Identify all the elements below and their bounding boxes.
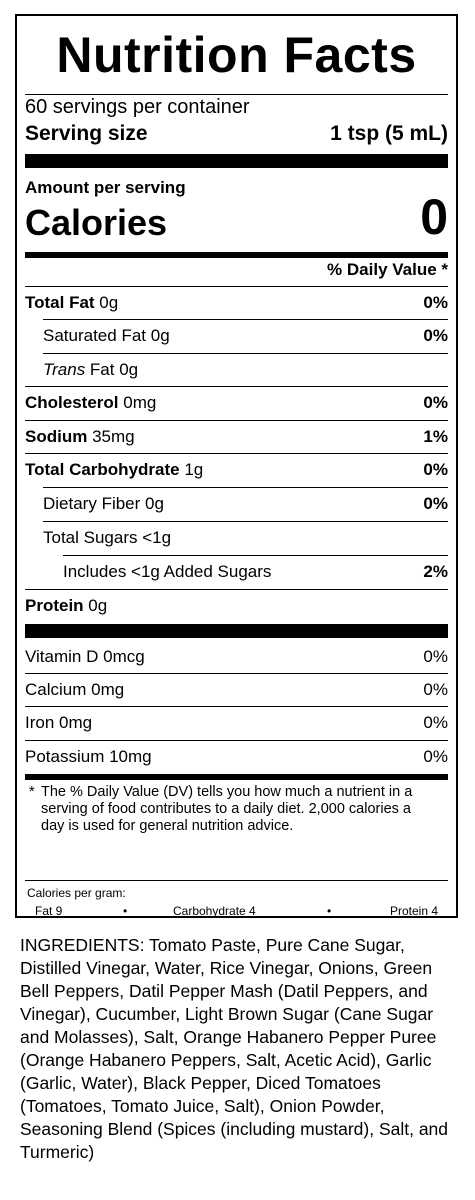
label-title: Nutrition Facts: [56, 27, 417, 83]
cpg-separator: •: [327, 904, 332, 918]
nutrient-name: Total Carbohydrate: [25, 460, 185, 479]
nutrient-name: Cholesterol: [25, 393, 124, 412]
nutrient-amount: 1g: [184, 460, 204, 479]
nutrient-dv: 0%: [423, 293, 448, 312]
nutrient-name: Dietary Fiber: [43, 494, 146, 513]
footnote-text: The % Daily Value (DV) tells you how muc…: [41, 784, 413, 834]
calories-label: Calories: [25, 202, 168, 243]
calories-value: 0: [420, 189, 448, 245]
nutrient-row-total-fat: Total Fat 0g 0%: [25, 286, 448, 319]
vitamin-amount: 0mg: [59, 713, 93, 732]
nutrient-amount: 0g: [145, 494, 164, 513]
vitamin-dv: 0%: [423, 680, 448, 699]
nutrient-amount: 0g: [88, 596, 108, 615]
nutrient-amount: 0mg: [123, 393, 157, 412]
calories-per-gram-label: Calories per gram:: [27, 886, 126, 900]
nutrient-amount: <1g: [142, 528, 172, 547]
nutrient-name: Total Sugars: [43, 528, 143, 547]
vitamin-row-calcium: Calcium 0mg 0%: [25, 673, 448, 706]
nutrient-amount: 0g: [150, 326, 170, 345]
thick-divider: [25, 624, 448, 638]
nutrient-dv: 0%: [423, 460, 448, 479]
vitamin-row-iron: Iron 0mg 0%: [25, 706, 448, 739]
nutrient-name: Total Fat: [25, 293, 100, 312]
divider: [25, 880, 448, 881]
nutrient-row-saturated-fat: Saturated Fat 0g 0%: [25, 319, 448, 352]
footnote-asterisk: *: [29, 784, 35, 800]
nutrient-amount: 0g: [99, 293, 119, 312]
vitamin-dv: 0%: [423, 647, 448, 666]
nutrient-row-added-sugars: Includes <1g Added Sugars 2%: [25, 555, 448, 588]
nutrient-dv: 1%: [423, 427, 448, 446]
thick-divider: [25, 154, 448, 168]
nutrient-name: Protein: [25, 596, 89, 615]
nutrient-row-total-carbohydrate: Total Carbohydrate 1g 0%: [25, 453, 448, 486]
vitamin-row-potassium: Potassium 10mg 0%: [25, 740, 448, 773]
serving-size-value: 1 tsp (5 mL): [330, 122, 448, 145]
nutrient-row-cholesterol: Cholesterol 0mg 0%: [25, 386, 448, 419]
vitamin-amount: 0mg: [91, 680, 125, 699]
nutrient-row-sodium: Sodium 35mg 1%: [25, 420, 448, 453]
nutrient-row-protein: Protein 0g: [25, 589, 448, 622]
servings-per-container: 60 servings per container: [25, 96, 250, 118]
cpg-separator: •: [123, 904, 128, 918]
vitamin-amount: 10mg: [109, 747, 152, 766]
amount-per-serving: Amount per serving: [25, 178, 186, 197]
serving-size: Serving size 1 tsp (5 mL): [25, 122, 448, 146]
nutrient-dv: 0%: [423, 393, 448, 412]
serving-size-label: Serving size: [25, 122, 148, 145]
vitamin-dv: 0%: [423, 713, 448, 732]
nutrient-dv: 0%: [423, 326, 448, 345]
vitamin-name: Potassium: [25, 747, 110, 766]
nutrition-label: Nutrition Facts 60 servings per containe…: [15, 14, 458, 918]
medium-divider: [25, 252, 448, 258]
nutrient-name: Saturated Fat: [43, 326, 151, 345]
nutrient-row-trans-fat: Trans Fat 0g: [25, 353, 448, 386]
ingredients-text: INGREDIENTS: Tomato Paste, Pure Cane Sug…: [20, 935, 449, 1162]
nutrient-name-italic: Trans: [43, 360, 90, 379]
nutrient-name: Sodium: [25, 427, 93, 446]
nutrient-row-dietary-fiber: Dietary Fiber 0g 0%: [25, 487, 448, 520]
medium-divider: [25, 774, 448, 780]
nutrient-row-total-sugars: Total Sugars <1g: [25, 521, 448, 554]
nutrient-amount: 35mg: [92, 427, 135, 446]
divider: [25, 94, 448, 95]
vitamin-name: Vitamin D: [25, 647, 104, 666]
nutrient-name: Includes <1g Added Sugars: [63, 562, 272, 581]
nutrient-name: Fat: [89, 360, 120, 379]
vitamin-amount: 0mcg: [103, 647, 145, 666]
cpg-fat: Fat 9: [35, 904, 63, 918]
vitamin-name: Calcium: [25, 680, 92, 699]
nutrient-amount: 0g: [119, 360, 139, 379]
nutrient-dv: 0%: [423, 494, 448, 513]
nutrient-dv: 2%: [423, 562, 448, 581]
vitamin-dv: 0%: [423, 747, 448, 766]
vitamin-name: Iron: [25, 713, 60, 732]
cpg-protein: Protein 4: [389, 904, 438, 918]
cpg-carbohydrate: Carbohydrate 4: [173, 904, 256, 918]
vitamin-row-vitamin-d: Vitamin D 0mcg 0%: [25, 640, 448, 673]
daily-value-header: % Daily Value *: [327, 260, 448, 279]
